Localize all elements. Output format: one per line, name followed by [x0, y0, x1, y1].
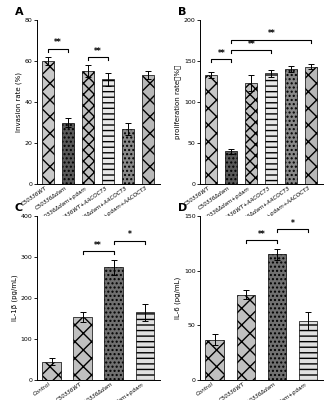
Bar	[265, 73, 277, 184]
Bar	[205, 75, 217, 184]
Text: A: A	[14, 7, 23, 17]
Bar	[105, 267, 123, 380]
Text: **: **	[247, 40, 255, 49]
Text: **: **	[54, 38, 62, 47]
Bar	[236, 295, 255, 380]
Bar	[122, 129, 134, 184]
Text: *: *	[128, 230, 131, 239]
Bar	[42, 362, 61, 380]
Text: **: **	[217, 49, 225, 58]
Y-axis label: IL-1β (pg/mL): IL-1β (pg/mL)	[11, 275, 18, 321]
Bar	[299, 321, 317, 380]
Y-axis label: proliferation rate（%）: proliferation rate（%）	[174, 65, 181, 139]
Bar	[73, 317, 92, 380]
Text: C: C	[14, 203, 23, 213]
Bar	[245, 83, 257, 184]
Text: **: **	[94, 240, 102, 250]
Bar	[142, 75, 154, 184]
Text: B: B	[177, 7, 186, 17]
Text: **: **	[257, 230, 265, 239]
Text: *: *	[291, 219, 294, 228]
Y-axis label: Invasion rate (%): Invasion rate (%)	[15, 72, 22, 132]
Text: **: **	[267, 29, 275, 38]
Bar	[82, 71, 94, 184]
Bar	[285, 69, 297, 184]
Bar	[225, 151, 237, 184]
Bar	[205, 340, 224, 380]
Bar	[102, 80, 114, 184]
Bar	[62, 122, 74, 184]
Text: D: D	[177, 203, 187, 213]
Text: **: **	[94, 46, 102, 56]
Bar	[136, 312, 154, 380]
Bar	[305, 67, 317, 184]
Bar	[268, 254, 286, 380]
Y-axis label: IL-6 (pg/mL): IL-6 (pg/mL)	[175, 277, 181, 319]
Bar	[42, 61, 54, 184]
